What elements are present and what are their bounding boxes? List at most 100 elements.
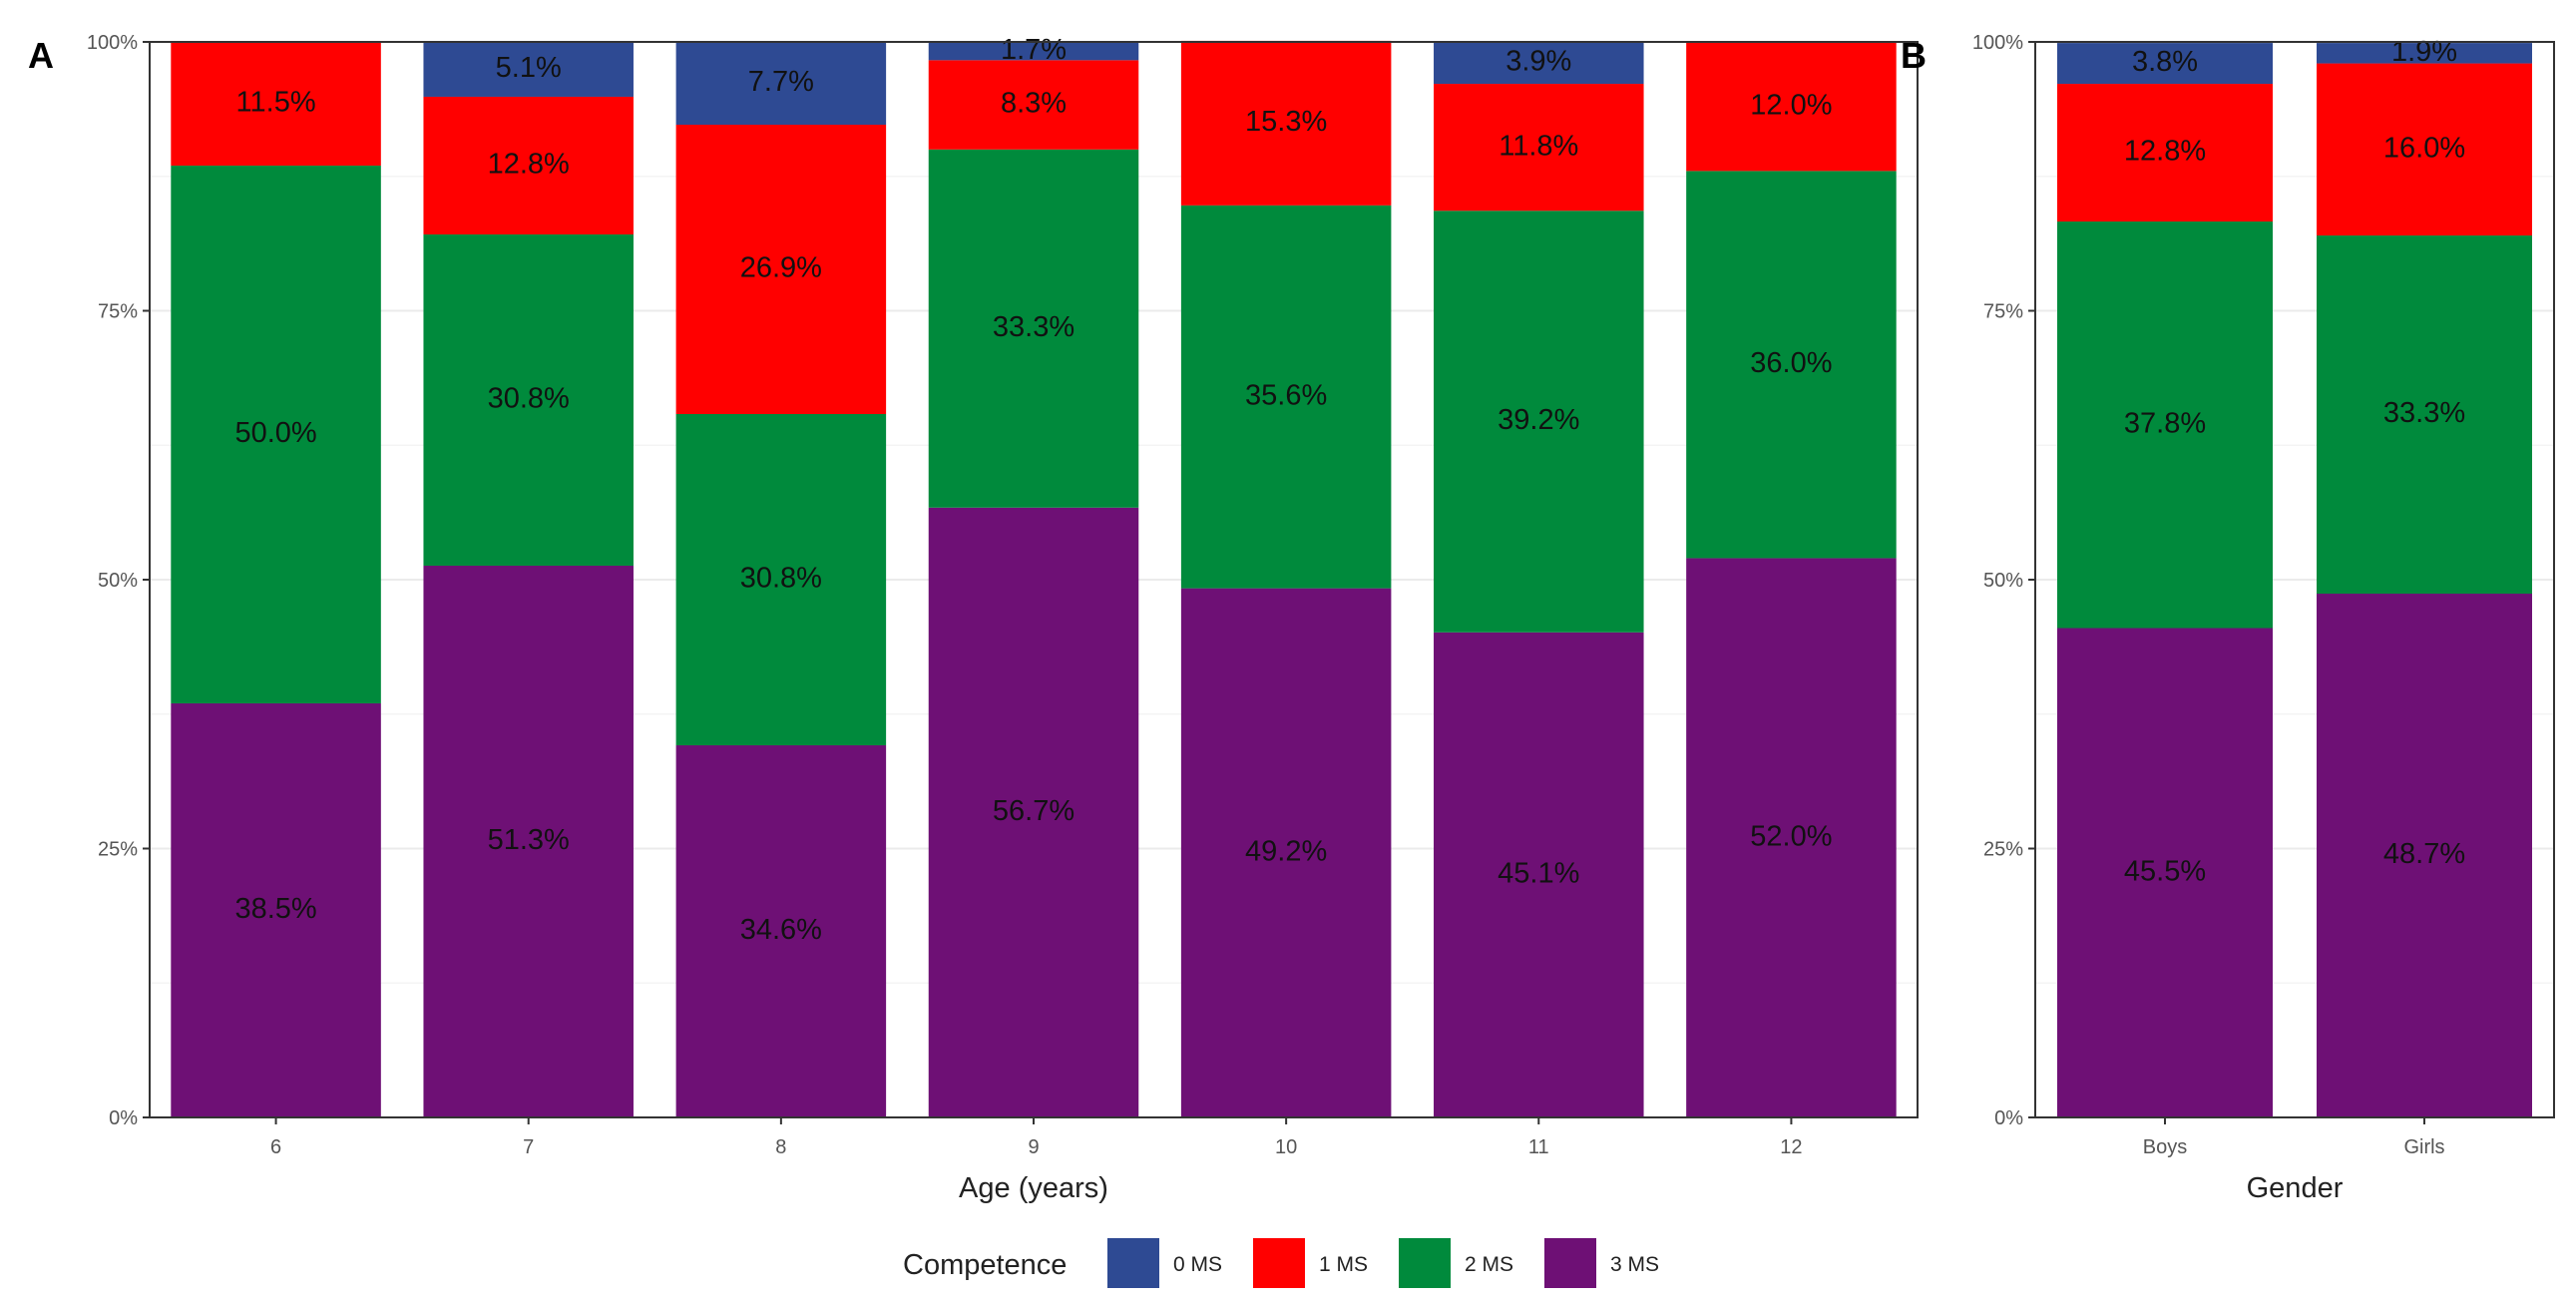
bar-segment-s2-12 xyxy=(1686,171,1897,559)
y-tick-label: 0% xyxy=(109,1107,138,1129)
bar-value-label: 39.2% xyxy=(1498,404,1579,436)
y-tick-label: 25% xyxy=(98,839,138,861)
bar-value-label: 48.7% xyxy=(2383,838,2465,870)
bar-value-label: 45.1% xyxy=(1498,858,1579,890)
bar-segment-s1-11 xyxy=(1434,84,1644,212)
legend-label: 3 MS xyxy=(1610,1253,1659,1276)
bar-value-label: 26.9% xyxy=(740,252,822,284)
bar-segment-s3-11 xyxy=(1434,632,1644,1117)
y-tick-label: 0% xyxy=(1994,1107,2023,1129)
bar-value-label: 3.8% xyxy=(2132,46,2198,78)
legend-swatch xyxy=(1399,1238,1451,1288)
bar-value-label: 11.5% xyxy=(236,87,316,119)
bar-value-label: 33.3% xyxy=(2383,397,2465,429)
bar-value-label: 1.9% xyxy=(2391,36,2457,68)
legend-item-s1: 1 MS xyxy=(1253,1238,1368,1288)
bar-segment-s2-10 xyxy=(1180,205,1392,589)
bar-value-label: 30.8% xyxy=(488,383,570,415)
bar-value-label: 16.0% xyxy=(2383,132,2465,164)
bar-segment-s1-8 xyxy=(675,125,887,414)
legend-item-s3: 3 MS xyxy=(1544,1238,1659,1288)
bar-segment-s1-10 xyxy=(1180,40,1392,206)
x-tick-label: 8 xyxy=(775,1136,786,1158)
bar-value-label: 11.8% xyxy=(1499,130,1578,162)
y-tick-label: 25% xyxy=(1983,839,2023,861)
bar-segment-s2-boys xyxy=(2057,221,2273,629)
panel-a: A 38.5% 50.0% 11.5% 6 51.3% 30.8% 12.8% 5.1% 7 34.… xyxy=(28,32,1919,1204)
bar-segment-s0-9 xyxy=(928,42,1139,61)
bar-segment-s3-8 xyxy=(675,745,887,1117)
x-tick-label: 6 xyxy=(270,1136,281,1158)
y-tick-label: 75% xyxy=(1983,301,2023,323)
legend-swatch xyxy=(1107,1238,1159,1288)
bar-value-label: 36.0% xyxy=(1750,347,1832,379)
bar-segment-s3-10 xyxy=(1180,588,1392,1117)
bar-value-label: 52.0% xyxy=(1750,820,1832,852)
bar-segment-s0-11 xyxy=(1434,42,1644,85)
y-tick-label: 100% xyxy=(1972,32,2023,54)
bar-segment-s1-12 xyxy=(1686,42,1897,172)
bar-segment-s1-9 xyxy=(928,60,1139,150)
y-tick-label: 100% xyxy=(87,32,138,54)
x-axis-title: Age (years) xyxy=(959,1172,1108,1204)
panel-b: B 45.5% 37.8% 12.8% 3.8% Boys 48.7% 33.3% 16.0% 1… xyxy=(1901,32,2555,1204)
bar-value-label: 5.1% xyxy=(496,52,562,84)
bar-segment-s1-boys xyxy=(2057,84,2273,222)
legend-label: 0 MS xyxy=(1173,1253,1222,1276)
bar-value-label: 12.8% xyxy=(488,149,570,181)
bar-segment-s0-boys xyxy=(2057,43,2273,85)
bar-segment-s2-8 xyxy=(675,413,887,746)
bar-segment-s3-6 xyxy=(171,702,381,1117)
y-tick-label: 50% xyxy=(98,570,138,592)
bar-segment-s0-7 xyxy=(423,42,634,97)
legend-swatch xyxy=(1544,1238,1596,1288)
panel-border xyxy=(2034,41,2555,1118)
legend-title: Competence xyxy=(903,1249,1067,1281)
bar-value-label: 38.5% xyxy=(234,893,316,925)
bar-value-label: 56.7% xyxy=(993,795,1074,827)
bar-value-label: 15.3% xyxy=(1245,106,1327,138)
bar-segment-s2-9 xyxy=(928,149,1139,508)
legend: Competence 0 MS 1 MS 2 MS 3 MS xyxy=(903,1238,1659,1288)
x-tick-label: 12 xyxy=(1780,1136,1802,1158)
panel-letter: A xyxy=(28,35,54,76)
bar-segment-s0-girls xyxy=(2317,43,2532,64)
bar-value-label: 34.6% xyxy=(740,914,822,946)
bar-value-label: 50.0% xyxy=(234,417,316,449)
x-tick-label: Boys xyxy=(2143,1136,2187,1158)
bar-value-label: 49.2% xyxy=(1245,835,1327,867)
bar-segment-s2-11 xyxy=(1434,211,1644,633)
y-tick-label: 75% xyxy=(98,301,138,323)
x-axis-title: Gender xyxy=(2247,1172,2344,1204)
bar-value-label: 30.8% xyxy=(740,563,822,595)
panel-letter: B xyxy=(1901,35,1927,76)
bar-segment-s3-boys xyxy=(2057,628,2273,1117)
x-tick-label: 7 xyxy=(523,1136,534,1158)
legend-label: 1 MS xyxy=(1319,1253,1368,1276)
bar-value-label: 7.7% xyxy=(748,66,814,98)
bar-value-label: 33.3% xyxy=(993,311,1074,343)
bar-value-label: 51.3% xyxy=(488,824,570,856)
legend-swatch xyxy=(1253,1238,1305,1288)
panel-border xyxy=(149,41,1919,1118)
bar-segment-s2-7 xyxy=(423,233,634,566)
y-tick-label: 50% xyxy=(1983,570,2023,592)
bar-segment-s0-8 xyxy=(675,42,887,126)
bar-value-label: 12.8% xyxy=(2124,136,2206,168)
bar-value-label: 45.5% xyxy=(2124,855,2206,887)
bar-segment-s3-12 xyxy=(1686,558,1897,1117)
bar-value-label: 12.0% xyxy=(1750,89,1832,121)
x-tick-label: 10 xyxy=(1275,1136,1297,1158)
bar-segment-s3-7 xyxy=(423,565,634,1117)
bar-value-label: 8.3% xyxy=(1001,88,1067,120)
bar-segment-s1-7 xyxy=(423,96,634,234)
bar-segment-s3-9 xyxy=(928,507,1139,1117)
bar-value-label: 3.9% xyxy=(1505,46,1571,78)
legend-item-s2: 2 MS xyxy=(1399,1238,1513,1288)
x-tick-label: 9 xyxy=(1028,1136,1039,1158)
bar-segment-s2-girls xyxy=(2317,235,2532,595)
bar-segment-s3-girls xyxy=(2317,594,2532,1117)
bar-value-label: 1.7% xyxy=(1001,34,1067,66)
